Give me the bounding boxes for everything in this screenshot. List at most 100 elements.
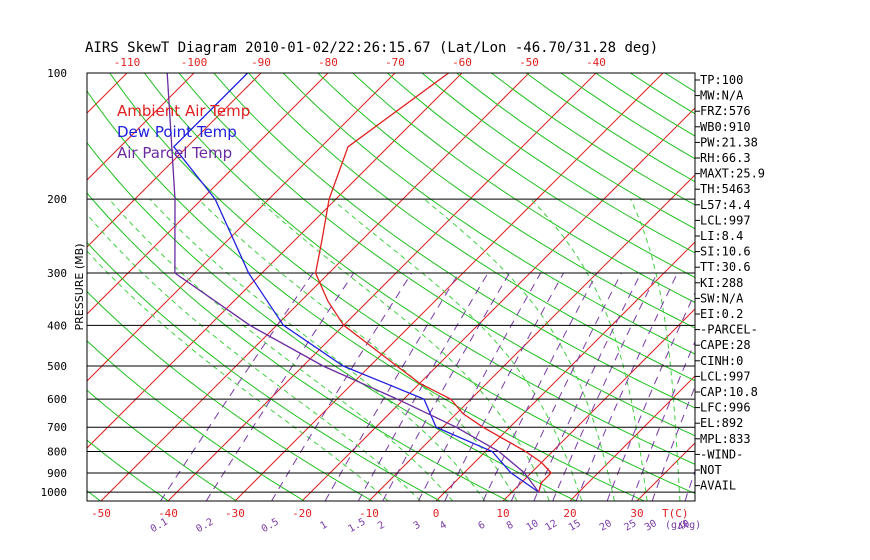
- dry-adiabat-line: [87, 90, 645, 501]
- dry-adiabat-line: [769, 73, 870, 501]
- dry-adiabat-line: [317, 73, 695, 329]
- index-label: TH:5463: [700, 182, 751, 196]
- moist-adiabat-line: [198, 198, 518, 501]
- top-temp-tick-label: -90: [251, 56, 271, 69]
- mixing-ratio-label: 30: [643, 518, 659, 534]
- isotherm-line: [100, 73, 530, 501]
- isotherm-line: [167, 73, 597, 501]
- pressure-tick-label: 200: [47, 193, 67, 206]
- moist-adiabat-line: [257, 198, 550, 501]
- index-label: MAXT:25.9: [700, 167, 765, 181]
- mixing-ratio-label: 0.2: [194, 517, 215, 536]
- isotherm-line: [838, 73, 870, 501]
- mixing-ratio-line: [631, 340, 695, 501]
- series-line-ambient-air-temp: [314, 73, 553, 493]
- mixing-ratio-line: [651, 385, 695, 501]
- mixing-ratio-label: 8: [505, 520, 516, 533]
- bottom-temp-tick-label: -50: [91, 507, 111, 520]
- dry-adiabat-line: [386, 73, 695, 278]
- dry-adiabat-line: [178, 73, 695, 437]
- isotherm-line: [87, 73, 396, 382]
- index-label: -WIND-: [700, 447, 743, 461]
- dry-adiabat-line: [87, 290, 373, 501]
- mixing-ratio-line: [533, 272, 642, 501]
- moist-adiabat-line: [87, 250, 389, 501]
- bottom-temp-tick-label: 10: [496, 507, 509, 520]
- moist-adiabat-line: [530, 198, 648, 501]
- bottom-temp-tick-label: 20: [563, 507, 576, 520]
- dry-adiabat-line: [248, 73, 695, 382]
- dry-adiabat-line: [87, 241, 441, 501]
- index-label: LCL:997: [700, 369, 751, 383]
- mixing-ratio-line: [417, 272, 542, 501]
- series-line-air-parcel-temp: [166, 73, 540, 493]
- mixing-ratio-label: 10: [525, 518, 541, 534]
- index-label: SI:10.6: [700, 245, 751, 259]
- dry-adiabat-line: [87, 340, 305, 501]
- index-label: WB0:910: [700, 120, 751, 134]
- dry-adiabat-line: [839, 73, 870, 501]
- dry-adiabat-line: [87, 439, 169, 501]
- top-temp-tick-label: -40: [586, 56, 606, 69]
- mixing-ratio-label: 25: [623, 518, 639, 534]
- isotherm-line: [87, 73, 329, 315]
- series-line-dew-point-temp: [172, 73, 540, 493]
- mixing-ratio-line: [357, 272, 489, 501]
- index-label: SW:N/A: [700, 291, 744, 305]
- legend-entry: Air Parcel Temp: [117, 144, 232, 162]
- index-label: NOT: [700, 463, 722, 477]
- top-temp-tick-label: -100: [181, 56, 208, 69]
- moist-adiabat-line: [630, 198, 681, 501]
- mixing-ratio-label: 0.5: [260, 517, 281, 536]
- bottom-temp-unit: T(C): [662, 507, 689, 520]
- isotherm-line: [87, 73, 262, 248]
- dry-adiabat-line: [352, 73, 695, 304]
- dry-adiabat-line: [525, 73, 695, 183]
- isotherm-line: [771, 73, 870, 501]
- index-label: MW:N/A: [700, 89, 744, 103]
- dry-adiabat-line: [421, 73, 695, 254]
- y-axis-label: PRESSURE (MB): [73, 244, 86, 331]
- top-temp-tick-label: -80: [318, 56, 338, 69]
- mixing-ratio-label: 20: [598, 518, 614, 534]
- moist-adiabat-line: [331, 198, 583, 501]
- index-label: LI:8.4: [700, 229, 743, 243]
- legend-entry: Dew Point Temp: [117, 123, 237, 141]
- isotherm-line: [0, 73, 60, 501]
- dry-adiabat-line: [213, 73, 695, 409]
- bottom-temp-tick-label: -20: [292, 507, 312, 520]
- mixing-ratio-label: 2: [376, 520, 387, 533]
- mixing-ratio-line: [552, 272, 658, 501]
- isotherm-line: [87, 73, 463, 449]
- mixing-ratio-label: 1: [319, 520, 330, 533]
- mixing-ratio-unit: (g/kg): [665, 520, 701, 531]
- top-temp-tick-label: -110: [114, 56, 141, 69]
- dry-adiabat-line: [87, 141, 577, 501]
- mixing-ratio-label: 12: [543, 518, 559, 534]
- index-label: AVAIL: [700, 479, 736, 493]
- mixing-ratio-label: 15: [567, 518, 583, 534]
- index-label: CINH:0: [700, 354, 743, 368]
- top-temp-tick-label: -70: [385, 56, 405, 69]
- dry-adiabat-line: [804, 73, 870, 501]
- bottom-temp-tick-label: -10: [359, 507, 379, 520]
- pressure-tick-label: 900: [47, 467, 67, 480]
- pressure-tick-label: 100: [47, 67, 67, 80]
- pressure-tick-label: 1000: [41, 486, 68, 499]
- data-series: [166, 73, 553, 493]
- dry-adiabat-line: [144, 73, 695, 465]
- top-temp-tick-label: -60: [452, 56, 472, 69]
- index-label: RH:66.3: [700, 151, 751, 165]
- pressure-tick-label: 500: [47, 360, 67, 373]
- pressure-tick-label: 600: [47, 393, 67, 406]
- mixing-ratio-line: [160, 272, 314, 501]
- mixing-ratio-label: 6: [476, 520, 487, 533]
- dry-adiabat-line: [664, 73, 695, 93]
- index-label: LCL:997: [700, 213, 751, 227]
- isotherm-line: [301, 107, 695, 501]
- index-label: MPL:833: [700, 432, 751, 446]
- legend: Ambient Air Temp Dew Point Temp Air Parcel…: [117, 102, 250, 162]
- mixing-ratio-label: 3: [412, 520, 423, 533]
- grid-lines: [0, 73, 870, 501]
